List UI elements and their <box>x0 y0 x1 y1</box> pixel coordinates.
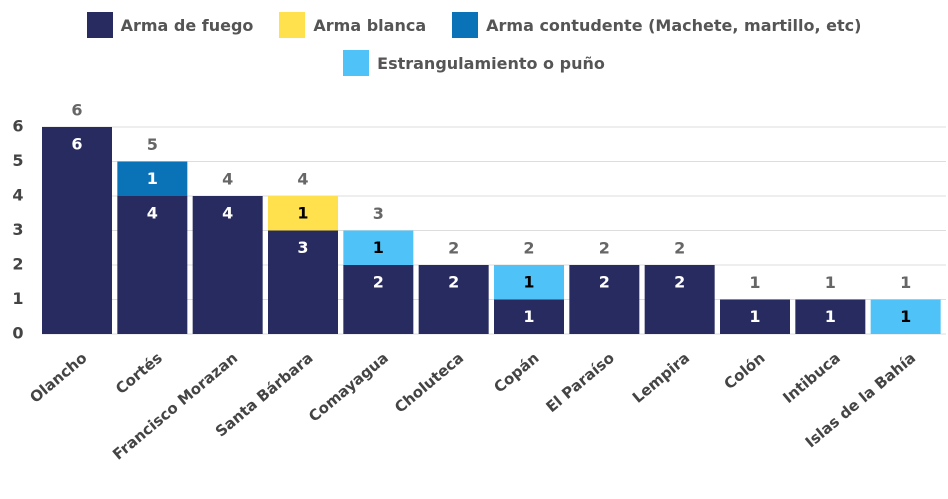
data-label: 4 <box>147 204 158 223</box>
legend-item: Arma blanca <box>279 12 426 38</box>
data-label: 1 <box>749 307 760 326</box>
bar-segment <box>268 196 338 231</box>
total-label: 4 <box>222 170 233 189</box>
legend-item: Arma de fuego <box>86 12 254 38</box>
bar-segment <box>720 299 790 334</box>
legend-label: Arma contudente (Machete, martillo, etc) <box>486 15 862 35</box>
legend-swatch <box>86 12 113 38</box>
bar-segment <box>117 196 188 334</box>
x-tick-label: Francisco Morazan <box>109 349 241 464</box>
total-label: 4 <box>297 170 308 189</box>
x-tick-label: El Paraíso <box>542 349 617 416</box>
y-tick-label: 0 <box>12 324 23 343</box>
total-label: 1 <box>749 273 760 292</box>
data-label: 1 <box>523 273 534 292</box>
total-label: 2 <box>523 239 534 258</box>
bar-segment <box>192 196 263 334</box>
legend-item: Arma contudente (Machete, martillo, etc) <box>452 12 861 38</box>
legend-label: Estrangulamiento o puño <box>377 53 605 73</box>
bar-segment <box>644 265 715 334</box>
y-tick-label: 4 <box>12 186 23 205</box>
data-label: 4 <box>222 204 233 223</box>
legend-swatch <box>343 50 370 76</box>
bar-segment <box>117 161 188 196</box>
y-tick-label: 2 <box>12 255 23 274</box>
bar-segment <box>569 265 640 334</box>
data-label: 1 <box>900 307 911 326</box>
total-label: 5 <box>147 135 158 154</box>
x-tick-label: Choluteca <box>391 349 467 417</box>
total-label: 2 <box>599 239 610 258</box>
bar-segment <box>42 127 112 334</box>
y-tick-label: 1 <box>12 289 23 308</box>
legend-swatch <box>452 12 479 38</box>
legend-item: Estrangulamiento o puño <box>343 50 605 76</box>
data-label: 1 <box>825 307 836 326</box>
data-label: 2 <box>674 273 685 292</box>
data-label: 1 <box>373 238 384 257</box>
bar-segment <box>268 230 338 334</box>
x-tick-label: Intibuca <box>779 349 843 407</box>
y-tick-label: 6 <box>12 117 23 136</box>
total-label: 1 <box>900 273 911 292</box>
data-label: 2 <box>448 273 459 292</box>
total-label: 3 <box>373 204 384 223</box>
x-tick-label: Lempira <box>629 349 693 407</box>
bar-segment <box>343 230 414 265</box>
legend-row: Estrangulamiento o puño <box>0 46 948 80</box>
bar-segment <box>494 265 564 300</box>
total-label: 2 <box>448 239 459 258</box>
total-label: 6 <box>71 101 82 120</box>
data-label: 2 <box>599 273 610 292</box>
legend-row: Arma de fuego Arma blanca Arma contudente … <box>0 8 948 42</box>
x-tick-label: Comayagua <box>305 349 392 426</box>
legend-label: Arma de fuego <box>120 15 254 35</box>
legend: Arma de fuego Arma blanca Arma contudente … <box>0 8 948 84</box>
x-tick-label: Copán <box>490 349 542 397</box>
legend-label: Arma blanca <box>313 15 427 35</box>
bar-segment <box>795 299 866 334</box>
data-label: 3 <box>297 238 308 257</box>
legend-swatch <box>279 12 306 38</box>
data-label: 2 <box>373 273 384 292</box>
x-tick-label: Olancho <box>26 349 90 407</box>
data-label: 6 <box>71 135 82 154</box>
x-tick-label: Colón <box>721 349 769 393</box>
data-label: 1 <box>147 169 158 188</box>
bar-segment <box>343 265 414 334</box>
x-tick-label: Cortés <box>112 349 166 398</box>
bar-segment <box>418 265 489 334</box>
data-label: 1 <box>297 204 308 223</box>
bar-segment <box>870 299 941 334</box>
y-tick-label: 3 <box>12 220 23 239</box>
bar-segment <box>494 299 564 334</box>
data-label: 1 <box>523 307 534 326</box>
total-label: 2 <box>674 239 685 258</box>
total-label: 1 <box>825 273 836 292</box>
y-tick-label: 5 <box>12 151 23 170</box>
